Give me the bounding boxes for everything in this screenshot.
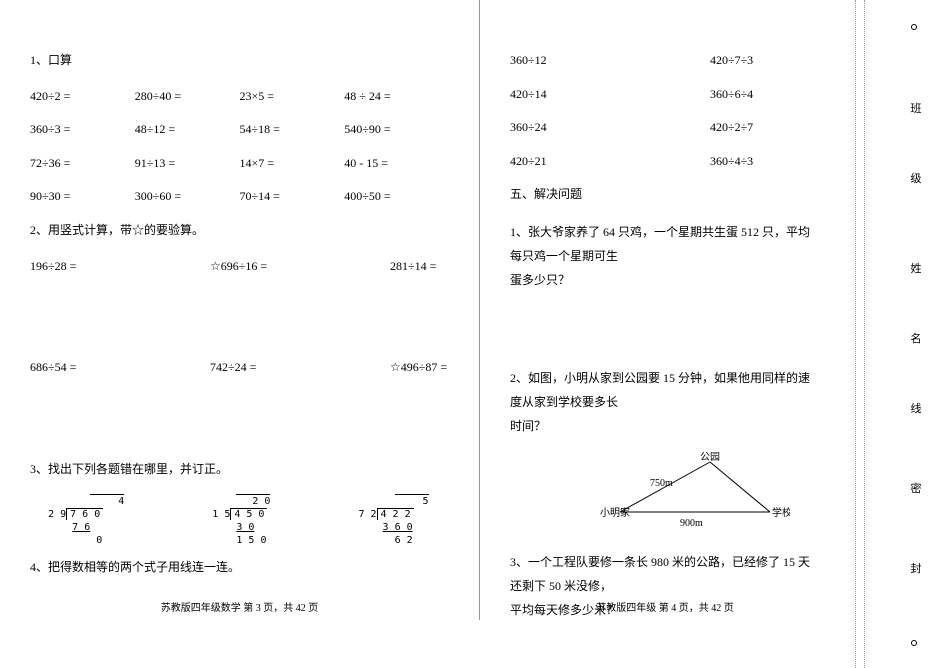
page-4: 360÷12 420÷7÷3 420÷14 360÷6÷4 360÷24 420… <box>480 0 850 620</box>
expression-row: 420÷21 360÷4÷3 <box>510 151 820 173</box>
margin-char: 级 <box>906 170 926 186</box>
mental-math-row: 90÷30 = 300÷60 = 70÷14 = 400÷50 = <box>30 186 449 208</box>
triangle-label-left: 小明家 <box>600 506 630 519</box>
worksheet-pages: 1、口算 420÷2 = 280÷40 = 23×5 = 48 ÷ 24 = 3… <box>0 0 945 620</box>
vertical-calc-row: 686÷54 = 742÷24 = ☆496÷87 = <box>30 357 449 379</box>
triangle-label-right: 学校 <box>772 506 790 519</box>
problem-cell: 742÷24 = <box>210 357 390 379</box>
triangle-edge-1: 750m <box>650 478 673 489</box>
triangle-label-top: 公园 <box>700 452 720 463</box>
punch-hole-icon <box>911 24 917 30</box>
problem-cell: ☆696÷16 = <box>210 256 390 278</box>
problem-cell: 196÷28 = <box>30 256 210 278</box>
margin-char: 姓 <box>906 260 926 276</box>
problem-cell: 70÷14 = <box>240 186 345 208</box>
work-space <box>30 285 449 357</box>
page-3: 1、口算 420÷2 = 280÷40 = 23×5 = 48 ÷ 24 = 3… <box>0 0 480 620</box>
section-1-title: 1、口算 <box>30 50 449 72</box>
question-line: 蛋多少只？ <box>510 268 820 292</box>
margin-char: 班 <box>906 100 926 116</box>
long-division-problem: 5 7 24 2 2 3 6 0 6 2 <box>340 494 428 547</box>
question-line: 3、一个工程队要修一条长 980 米的公路，已经修了 15 天还剩下 50 米没… <box>510 550 820 598</box>
problem-cell: 360÷24 <box>510 117 710 139</box>
problem-cell: 280÷40 = <box>135 86 240 108</box>
work-space <box>510 306 820 366</box>
section-4-title: 4、把得数相等的两个式子用线连一连。 <box>30 557 449 579</box>
word-problem-2: 2、如图，小明从家到公园要 15 分钟，如果他用同样的速度从家到学校要多长 时间… <box>510 366 820 438</box>
long-division-problem: 4 2 97 6 0 7 6 0 <box>30 494 124 547</box>
problem-cell: 420÷21 <box>510 151 710 173</box>
triangle-icon: 公园 小明家 学校 750m 900m <box>590 452 790 532</box>
margin-char: 线 <box>906 400 926 416</box>
problem-cell: 686÷54 = <box>30 357 210 379</box>
section-2-title: 2、用竖式计算，带☆的要验算。 <box>30 220 449 242</box>
problem-cell: 360÷12 <box>510 50 710 72</box>
expression-row: 420÷14 360÷6÷4 <box>510 84 820 106</box>
section-3-title: 3、找出下列各题错在哪里，并订正。 <box>30 459 449 481</box>
problem-cell: 400÷50 = <box>344 186 449 208</box>
mental-math-row: 360÷3 = 48÷12 = 54÷18 = 540÷90 = <box>30 119 449 141</box>
problem-cell: 48÷12 = <box>135 119 240 141</box>
page-footer: 苏教版四年级数学 第 3 页，共 42 页 <box>0 599 479 614</box>
problem-cell: 54÷18 = <box>240 119 345 141</box>
problem-cell: 360÷6÷4 <box>710 84 753 106</box>
margin-char: 名 <box>906 330 926 346</box>
margin-char: 封 <box>906 560 926 576</box>
problem-cell: 420÷2÷7 <box>710 117 753 139</box>
expression-row: 360÷12 420÷7÷3 <box>510 50 820 72</box>
triangle-edge-2: 900m <box>680 518 703 529</box>
question-line: 2、如图，小明从家到公园要 15 分钟，如果他用同样的速度从家到学校要多长 <box>510 366 820 414</box>
long-division-problem: 2 0 1 54 5 0 3 0 1 5 0 <box>194 494 270 547</box>
problem-cell: 72÷36 = <box>30 153 135 175</box>
work-space <box>30 387 449 459</box>
punch-hole-icon <box>911 640 917 646</box>
binding-margin: 班 级 姓 名 线 密 封 <box>855 0 945 668</box>
problem-cell: 420÷2 = <box>30 86 135 108</box>
expression-row: 360÷24 420÷2÷7 <box>510 117 820 139</box>
triangle-diagram: 公园 小明家 学校 750m 900m <box>510 452 820 532</box>
problem-cell: 40 - 15 = <box>344 153 449 175</box>
problem-cell: 420÷7÷3 <box>710 50 753 72</box>
page-footer: 苏教版四年级 第 4 页，共 42 页 <box>480 599 850 614</box>
problem-cell: 420÷14 <box>510 84 710 106</box>
problem-cell: 23×5 = <box>240 86 345 108</box>
question-line: 1、张大爷家养了 64 只鸡，一个星期共生蛋 512 只，平均每只鸡一个星期可生 <box>510 220 820 268</box>
problem-cell: 360÷4÷3 <box>710 151 753 173</box>
mental-math-row: 420÷2 = 280÷40 = 23×5 = 48 ÷ 24 = <box>30 86 449 108</box>
problem-cell: 90÷30 = <box>30 186 135 208</box>
mental-math-row: 72÷36 = 91÷13 = 14×7 = 40 - 15 = <box>30 153 449 175</box>
problem-cell: ☆496÷87 = <box>390 357 447 379</box>
vertical-calc-row: 196÷28 = ☆696÷16 = 281÷14 = <box>30 256 449 278</box>
problem-cell: 300÷60 = <box>135 186 240 208</box>
problem-cell: 360÷3 = <box>30 119 135 141</box>
problem-cell: 281÷14 = <box>390 256 436 278</box>
section-5-title: 五、解决问题 <box>510 184 820 206</box>
long-division-row: 4 2 97 6 0 7 6 0 2 0 1 54 5 0 3 0 1 5 0 … <box>30 494 449 547</box>
margin-char: 密 <box>906 480 926 496</box>
problem-cell: 14×7 = <box>240 153 345 175</box>
word-problem-1: 1、张大爷家养了 64 只鸡，一个星期共生蛋 512 只，平均每只鸡一个星期可生… <box>510 220 820 292</box>
question-line: 时间？ <box>510 414 820 438</box>
problem-cell: 540÷90 = <box>344 119 449 141</box>
problem-cell: 91÷13 = <box>135 153 240 175</box>
problem-cell: 48 ÷ 24 = <box>344 86 449 108</box>
